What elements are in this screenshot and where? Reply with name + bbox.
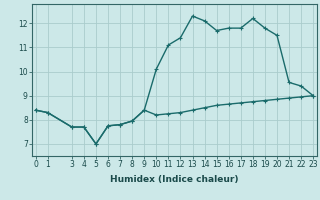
- X-axis label: Humidex (Indice chaleur): Humidex (Indice chaleur): [110, 175, 239, 184]
